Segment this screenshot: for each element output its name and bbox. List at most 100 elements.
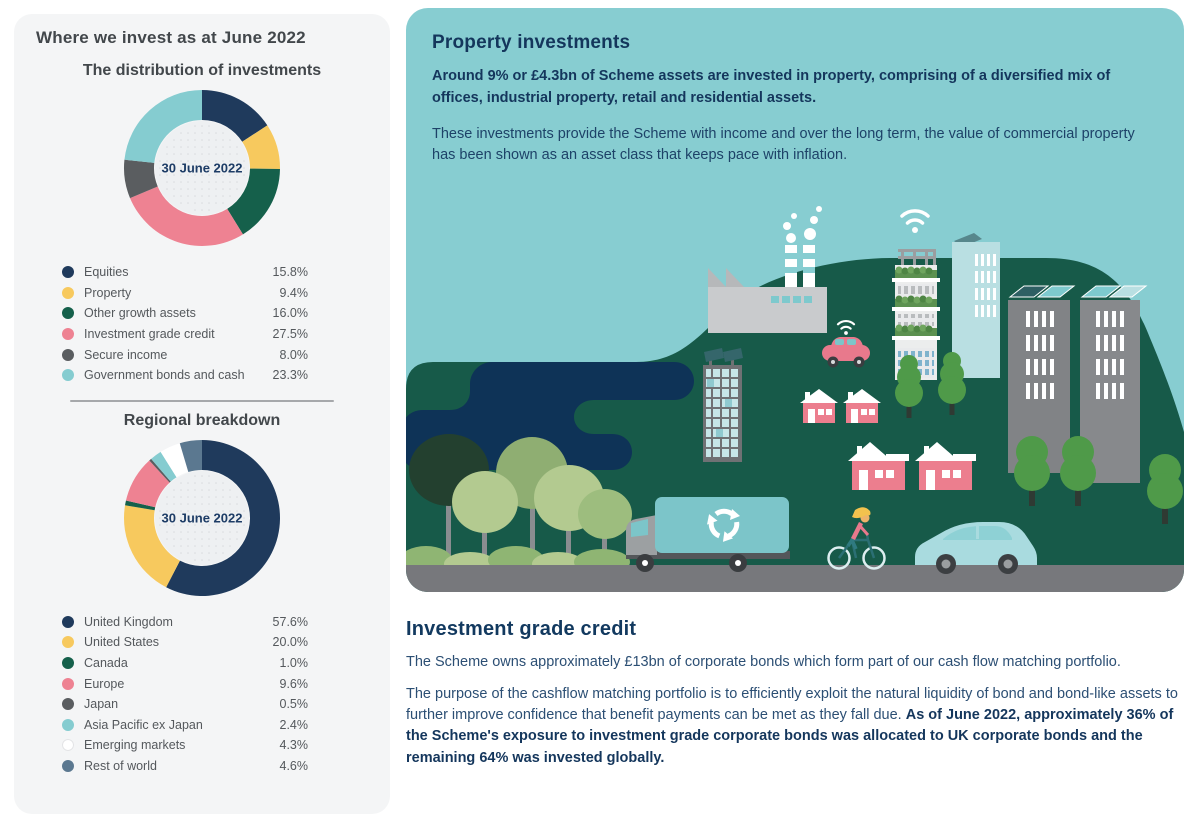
cyclist	[827, 507, 886, 570]
center-dot	[201, 530, 203, 533]
center-dot	[208, 509, 210, 512]
center-dot	[229, 523, 231, 526]
center-dot	[215, 481, 217, 484]
center-dot	[180, 188, 182, 190]
center-dot	[236, 188, 238, 190]
donut-segment	[130, 186, 243, 247]
center-dot	[194, 537, 196, 540]
center-dot	[187, 544, 189, 547]
center-dot	[159, 160, 161, 162]
center-dot	[187, 516, 189, 519]
center-dot	[222, 537, 224, 540]
legend-label: Asia Pacific ex Japan	[84, 717, 203, 732]
center-dot	[208, 146, 210, 148]
center-dot	[222, 132, 224, 134]
legend-swatch	[62, 328, 74, 341]
center-dot	[166, 167, 168, 169]
center-dot	[194, 481, 196, 484]
center-dot	[187, 160, 189, 162]
center-dot	[166, 146, 168, 148]
center-dot	[201, 488, 203, 491]
center-dot	[194, 139, 196, 141]
center-dot	[187, 146, 189, 148]
center-dot	[166, 502, 168, 505]
center-dot	[187, 509, 189, 512]
legend-swatch	[62, 677, 74, 690]
center-dot	[180, 488, 182, 491]
legend-label: Equities	[84, 265, 129, 280]
center-dot	[173, 502, 175, 505]
solar-panel-icon	[1008, 285, 1050, 298]
center-dot	[166, 181, 168, 183]
center-dot	[201, 523, 203, 526]
legend-label: Government bonds and cash	[84, 368, 245, 383]
center-dot	[180, 146, 182, 148]
center-dot	[201, 474, 203, 477]
center-dot	[194, 195, 196, 197]
center-dot	[201, 537, 203, 540]
center-dot	[201, 181, 203, 183]
center-dot	[187, 481, 189, 484]
center-dot	[208, 202, 210, 204]
center-dot	[180, 495, 182, 498]
center-dot	[173, 488, 175, 491]
center-dot	[187, 139, 189, 141]
center-dot	[208, 502, 210, 505]
center-dot	[243, 509, 245, 512]
center-dot	[222, 530, 224, 533]
center-dot	[215, 502, 217, 505]
center-dot	[159, 167, 161, 169]
center-dot	[229, 495, 231, 498]
center-dot	[222, 495, 224, 498]
center-dot	[222, 502, 224, 505]
center-dot	[180, 139, 182, 141]
center-dot	[159, 174, 161, 176]
legend-item: Canada 1.0%	[62, 653, 308, 674]
center-dot	[208, 181, 210, 183]
center-dot	[236, 160, 238, 162]
center-dot	[215, 139, 217, 141]
center-dot	[243, 167, 245, 169]
property-panel: Property investments Around 9% or £4.3bn…	[406, 8, 1184, 592]
center-dot	[180, 530, 182, 533]
center-dot	[215, 160, 217, 162]
center-dot	[222, 139, 224, 141]
panel-body: These investments provide the Scheme wit…	[432, 125, 1135, 164]
plant-balconies	[892, 266, 940, 340]
legend-label: Canada	[84, 656, 128, 671]
center-dot	[215, 551, 217, 554]
center-dot	[222, 174, 224, 176]
legend-swatch	[62, 615, 74, 628]
legend-item: Investment grade credit 27.5%	[62, 324, 308, 345]
center-dot	[229, 544, 231, 547]
center-dot	[208, 195, 210, 197]
center-dot	[222, 509, 224, 512]
center-dot	[236, 146, 238, 148]
center-dot	[215, 530, 217, 533]
legend-swatch	[62, 698, 74, 711]
center-dot	[194, 530, 196, 533]
donut-segment	[149, 458, 171, 483]
center-dot	[166, 188, 168, 190]
donut-segment	[124, 90, 202, 163]
legend-value: 2.4%	[279, 717, 309, 732]
regional-donut-chart: 30 June 2022	[124, 439, 281, 596]
center-dot	[187, 153, 189, 155]
center-dot	[173, 167, 175, 169]
center-dot	[229, 195, 231, 197]
center-dot	[236, 167, 238, 169]
smart-car	[822, 320, 870, 368]
center-dot	[173, 160, 175, 162]
legend-value: 9.6%	[279, 676, 309, 691]
center-dot	[243, 160, 245, 162]
center-dot	[222, 544, 224, 547]
center-dot	[215, 132, 217, 134]
center-dot	[236, 530, 238, 533]
center-dot	[194, 495, 196, 498]
legend-item: Secure income 8.0%	[62, 344, 308, 365]
center-dot	[222, 153, 224, 155]
center-dot	[215, 544, 217, 547]
credit-paragraph-2: The purpose of the cashflow matching por…	[406, 684, 1188, 769]
donut-segment	[125, 500, 156, 510]
investments-card: Where we invest as at June 2022 The dist…	[14, 14, 390, 814]
